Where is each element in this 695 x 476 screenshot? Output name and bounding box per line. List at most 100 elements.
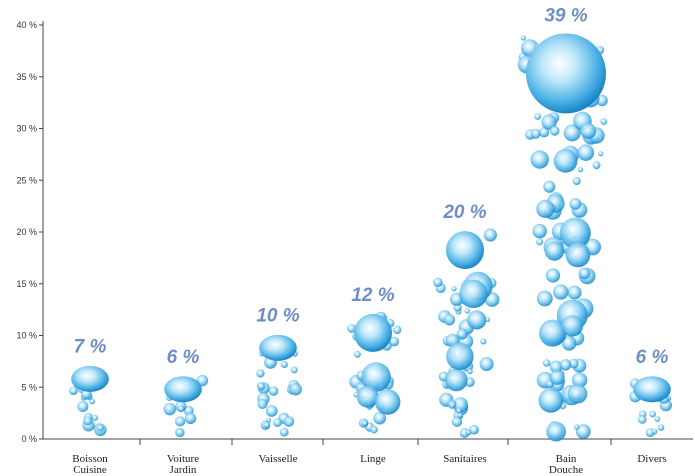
bubble	[467, 368, 473, 375]
bar-top-bubble	[259, 334, 297, 361]
bubble	[559, 217, 591, 249]
bubble	[451, 416, 463, 427]
bubble	[175, 427, 185, 438]
bubble	[592, 161, 601, 170]
bubble	[184, 412, 197, 425]
bubble	[443, 314, 456, 326]
bubble	[567, 384, 588, 404]
bubble	[536, 238, 544, 246]
bubble	[479, 357, 494, 371]
bubble	[543, 180, 556, 193]
bar-top-bubble	[354, 313, 392, 352]
bubble	[569, 358, 579, 369]
bubble	[575, 424, 591, 439]
bubble	[572, 177, 581, 185]
bubble	[483, 228, 497, 242]
bubble	[530, 128, 541, 139]
bubble	[459, 279, 488, 309]
bubble	[532, 223, 547, 239]
bubble	[83, 416, 93, 426]
bubble	[266, 417, 272, 423]
y-axis-ticks: 0 % 5 % 10 % 15 % 20 % 25 % 30 % 35 % 40 %	[16, 20, 43, 444]
bubble	[347, 324, 356, 333]
bubble	[456, 328, 468, 340]
bubble	[561, 336, 577, 351]
bubble	[565, 242, 591, 268]
bar	[629, 376, 673, 438]
bar-top-bubble	[526, 33, 606, 114]
bubble	[649, 410, 656, 418]
bubble	[480, 338, 487, 345]
bubble	[163, 402, 176, 416]
bubble	[457, 412, 463, 419]
bubble	[536, 290, 553, 307]
bubble	[538, 388, 564, 413]
data-label: 39 %	[544, 5, 587, 26]
bubble	[373, 411, 387, 425]
bubble	[549, 360, 563, 374]
bubble	[538, 127, 550, 138]
bubble	[370, 425, 378, 434]
x-tick-label: Vaisselle	[258, 453, 297, 465]
data-label: 10 %	[256, 306, 299, 327]
bubble	[280, 360, 288, 369]
bubble	[637, 415, 647, 424]
bubble	[177, 405, 185, 413]
bubble	[467, 310, 487, 330]
bubble	[654, 416, 661, 422]
bubble	[539, 319, 567, 347]
bubble	[77, 401, 89, 412]
bubble	[571, 372, 588, 388]
y-tick-label: 20 %	[16, 227, 37, 237]
y-tick-label: 35 %	[16, 72, 37, 82]
y-tick-label: 30 %	[16, 124, 37, 134]
x-tick-label: Bain Douche	[549, 453, 583, 476]
x-tick-label: Boisson Cuisine	[72, 453, 108, 476]
bubble	[578, 267, 591, 280]
bubble	[89, 398, 95, 405]
bubble	[546, 421, 566, 442]
bubble	[561, 315, 583, 337]
data-label: 12 %	[351, 285, 394, 306]
axes	[42, 21, 693, 445]
bubble	[549, 370, 565, 385]
bubble	[289, 382, 302, 396]
bubble	[257, 382, 266, 391]
bubble	[569, 198, 582, 210]
bubble	[455, 407, 462, 414]
y-tick-label: 25 %	[16, 175, 37, 185]
bubble	[268, 386, 279, 396]
bubble	[559, 359, 572, 371]
x-tick-label: Linge	[360, 453, 386, 465]
bubble	[651, 428, 658, 435]
bubble	[446, 342, 474, 371]
bar-top-bubble	[71, 365, 109, 392]
data-label: 6 %	[636, 347, 669, 368]
bubble	[577, 144, 595, 161]
bubble	[389, 336, 399, 347]
x-axis-categories: Boisson Cuisine Voiture Jardin Vaisselle Ling…	[72, 453, 666, 476]
bubble	[553, 284, 569, 300]
bar	[433, 228, 500, 438]
bubble	[256, 369, 265, 378]
bubble	[536, 199, 555, 218]
data-label: 6 %	[167, 347, 200, 368]
bubble	[580, 123, 597, 139]
bubble	[290, 366, 298, 374]
y-tick-label: 5 %	[21, 382, 37, 392]
bubble	[263, 421, 271, 429]
bubble-columns	[69, 33, 673, 442]
bubble	[361, 362, 391, 392]
bubble	[545, 268, 561, 283]
bar-top-bubble	[164, 376, 202, 403]
bubble	[451, 286, 457, 292]
bar-top-bubble	[633, 376, 671, 403]
bubble	[91, 414, 98, 421]
data-label: 7 %	[74, 337, 107, 358]
y-tick-label: 15 %	[16, 279, 37, 289]
bubble	[273, 418, 282, 427]
y-tick-label: 40 %	[16, 20, 37, 30]
bubble	[567, 285, 582, 300]
bubble	[577, 167, 584, 173]
